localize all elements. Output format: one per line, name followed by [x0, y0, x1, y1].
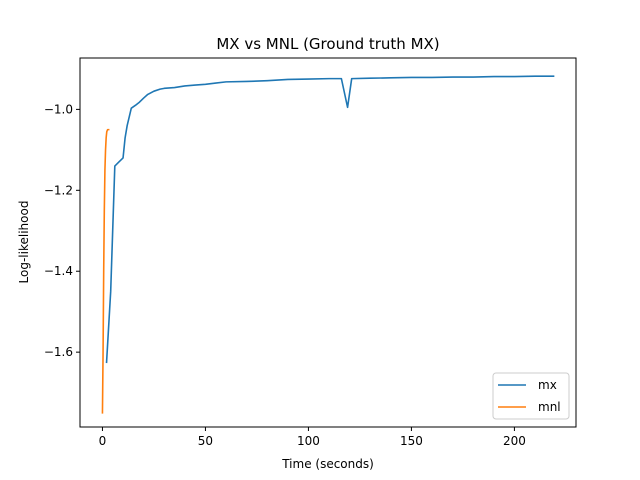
x-tick-label: 0: [99, 434, 107, 448]
series-layer: [101, 75, 555, 414]
series-line-mnl: [101, 128, 110, 414]
plot-area: [80, 58, 576, 427]
plot-frame: [79, 57, 577, 428]
y-tick-label: −1.2: [44, 183, 73, 197]
y-axis: −1.6 −1.4 −1.2 −1.0: [44, 102, 80, 359]
series-line-mx: [105, 75, 555, 364]
legend: mx mnl: [492, 372, 570, 420]
chart-title: MX vs MNL (Ground truth MX): [216, 35, 439, 53]
legend-label-mx: mx: [538, 378, 557, 392]
y-tick-label: −1.6: [44, 345, 73, 359]
x-tick-label: 150: [400, 434, 423, 448]
x-tick-label: 100: [297, 434, 320, 448]
y-tick-label: −1.4: [44, 264, 73, 278]
x-tick-label: 50: [198, 434, 213, 448]
y-axis-label: Log-likelihood: [17, 201, 31, 284]
x-tick-label: 200: [503, 434, 526, 448]
y-tick-label: −1.0: [44, 102, 73, 116]
x-axis-label: Time (seconds): [281, 457, 374, 471]
x-axis: 0 50 100 150 200: [99, 427, 526, 448]
legend-label-mnl: mnl: [538, 400, 561, 414]
